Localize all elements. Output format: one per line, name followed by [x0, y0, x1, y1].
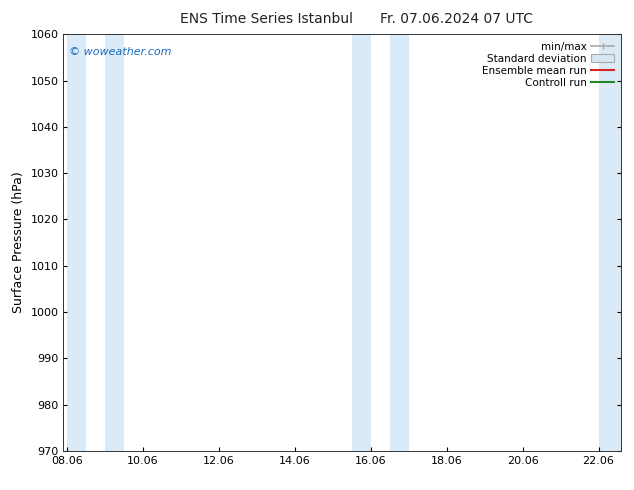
Bar [105, 34, 124, 451]
Text: Fr. 07.06.2024 07 UTC: Fr. 07.06.2024 07 UTC [380, 12, 533, 26]
Bar [390, 34, 409, 451]
Text: © woweather.com: © woweather.com [69, 47, 171, 57]
Y-axis label: Surface Pressure (hPa): Surface Pressure (hPa) [12, 172, 25, 314]
Bar [598, 34, 621, 451]
Text: ENS Time Series Istanbul: ENS Time Series Istanbul [180, 12, 353, 26]
Bar [352, 34, 371, 451]
Legend: min/max, Standard deviation, Ensemble mean run, Controll run: min/max, Standard deviation, Ensemble me… [480, 40, 616, 90]
Bar [67, 34, 86, 451]
